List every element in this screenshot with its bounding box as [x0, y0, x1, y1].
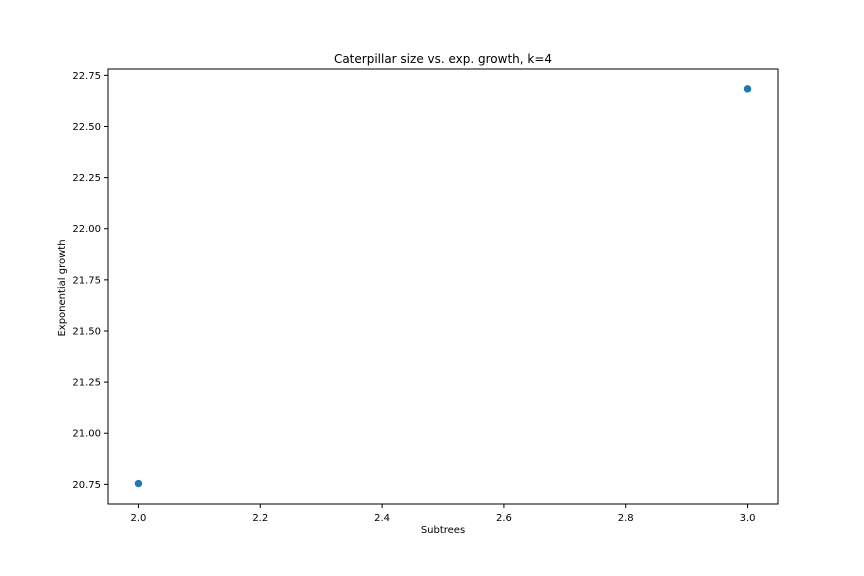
x-tick-label: 2.0 — [131, 513, 147, 524]
y-tick-label: 22.75 — [72, 71, 101, 82]
x-tick-label: 2.2 — [252, 513, 268, 524]
y-tick-label: 21.50 — [72, 326, 101, 337]
x-tick-label: 2.4 — [374, 513, 390, 524]
y-tick-label: 21.25 — [72, 378, 101, 389]
x-axis-label: Subtrees — [421, 525, 465, 536]
y-tick-label: 22.25 — [72, 173, 101, 184]
y-tick-label: 20.75 — [72, 480, 101, 491]
plot-area-frame — [107, 68, 779, 505]
data-point — [743, 85, 752, 93]
chart-title: Caterpillar size vs. exp. growth, k=4 — [334, 52, 552, 66]
y-tick-label: 22.50 — [72, 122, 101, 133]
x-tick-label: 3.0 — [740, 513, 756, 524]
y-tick-label: 21.75 — [72, 275, 101, 286]
x-tick-label: 2.8 — [618, 513, 634, 524]
y-axis-label: Exponential growth — [57, 239, 68, 336]
data-point — [134, 479, 143, 488]
y-tick-label: 22.00 — [72, 224, 101, 235]
y-tick-label: 21.00 — [72, 429, 101, 440]
x-tick-label: 2.6 — [496, 513, 512, 524]
